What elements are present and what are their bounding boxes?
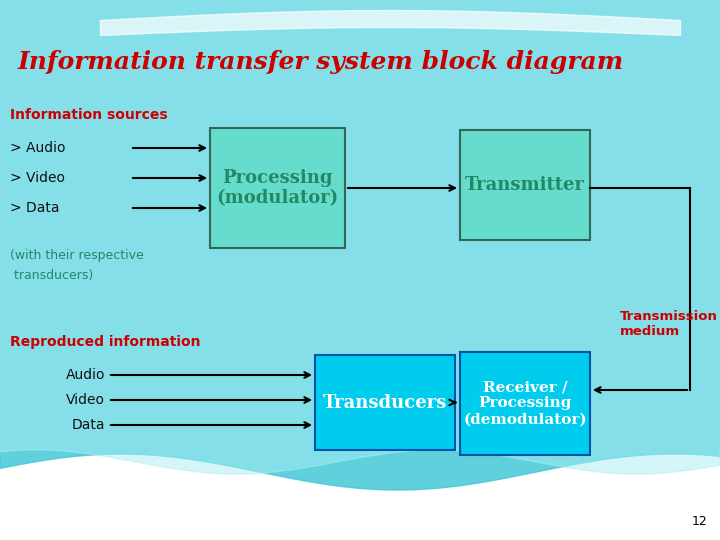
Text: > Audio: > Audio — [10, 141, 66, 155]
FancyBboxPatch shape — [460, 352, 590, 455]
Text: Receiver /
Processing
(demodulator): Receiver / Processing (demodulator) — [463, 380, 587, 427]
Text: 12: 12 — [692, 515, 708, 528]
FancyBboxPatch shape — [315, 355, 455, 450]
Text: Transmitter: Transmitter — [465, 176, 585, 194]
Text: (with their respective: (with their respective — [10, 248, 144, 261]
Text: Information transfer system block diagram: Information transfer system block diagra… — [18, 50, 624, 74]
Text: Video: Video — [66, 393, 105, 407]
Text: > Data: > Data — [10, 201, 60, 215]
Text: Reproduced information: Reproduced information — [10, 335, 200, 349]
Text: Audio: Audio — [66, 368, 105, 382]
Text: > Video: > Video — [10, 171, 65, 185]
Text: Transducers: Transducers — [323, 394, 447, 411]
Text: Information sources: Information sources — [10, 108, 168, 122]
FancyBboxPatch shape — [460, 130, 590, 240]
Text: transducers): transducers) — [10, 268, 94, 281]
Text: Data: Data — [71, 418, 105, 432]
Text: Transmission
medium: Transmission medium — [620, 310, 718, 338]
FancyBboxPatch shape — [210, 128, 345, 248]
Text: Processing
(modulator): Processing (modulator) — [217, 168, 338, 207]
